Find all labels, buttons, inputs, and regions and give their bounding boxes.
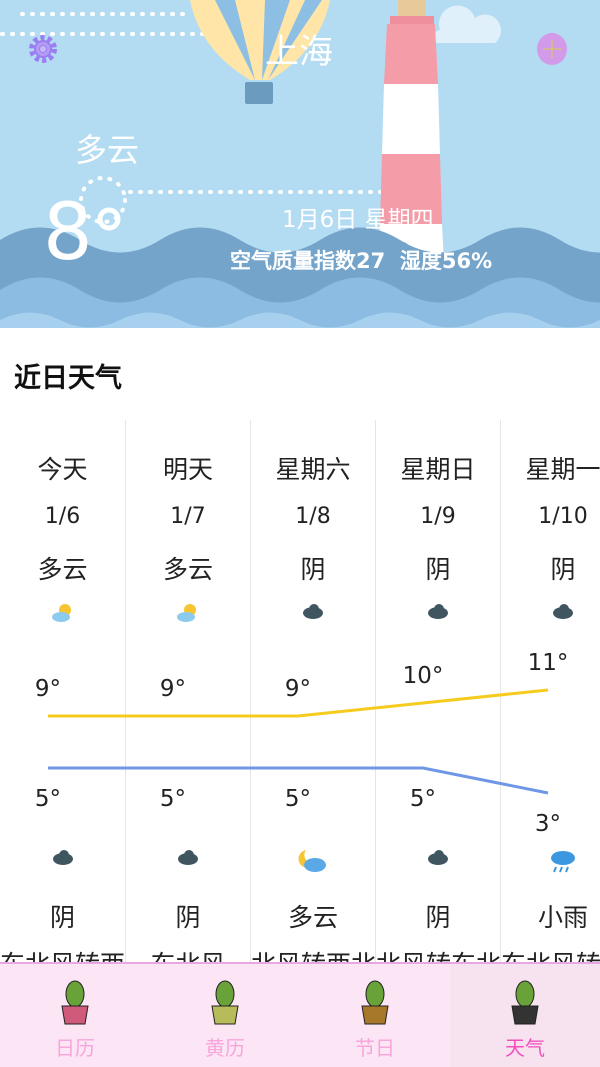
section-title: 近日天气 (14, 363, 122, 394)
current-temperature: 8 (43, 188, 93, 278)
cactus-icon (61, 980, 89, 1025)
day-name: 星期一 (525, 455, 600, 484)
wind: 北风转西北 (251, 950, 375, 965)
low-temp-label: 5° (160, 786, 186, 812)
nav-item-3[interactable]: 天气 (450, 964, 600, 1067)
add-city-button[interactable] (535, 32, 569, 70)
plus-icon (537, 33, 567, 65)
day-date: 1/7 (170, 504, 206, 529)
wind: 东北风转西 (0, 950, 125, 965)
high-temp-label: 11° (528, 650, 569, 676)
day-name: 星期日 (400, 455, 476, 484)
weather-header: 上海 多云 8 1月6日 星期四 空气质量指数27 湿度56% (0, 0, 600, 328)
nav-label: 节日 (355, 1036, 395, 1060)
day-weather: 阴 (425, 555, 451, 584)
nav-label: 日历 (55, 1036, 95, 1060)
partly-cloudy-icon (175, 602, 201, 629)
header-illustration (0, 0, 600, 328)
low-temp-label: 3° (535, 811, 561, 837)
cloud-icon (51, 848, 75, 871)
air-quality-humidity: 空气质量指数27 湿度56% (230, 249, 493, 273)
cactus-icon (511, 980, 539, 1025)
day-name: 明天 (162, 455, 213, 484)
forecast-list[interactable]: 今天 1/6 多云 阴 东北风转西 明天 1/7 多云 阴 东北风 星期六 1/8 … (0, 420, 600, 965)
forecast-day[interactable]: 今天 1/6 多云 阴 东北风转西 (0, 420, 125, 965)
forecast-day[interactable]: 星期一 1/10 阴 小雨 东北风转西 (500, 420, 600, 965)
night-weather: 阴 (175, 903, 201, 932)
day-date: 1/10 (538, 504, 588, 529)
wind: 东北风转西 (501, 950, 600, 965)
day-weather: 多云 (37, 555, 88, 584)
day-date: 1/9 (420, 504, 456, 529)
nav-item-1[interactable]: 黄历 (150, 964, 300, 1067)
gear-icon (29, 35, 57, 63)
cactus-icon (361, 980, 389, 1025)
high-temp-label: 9° (285, 676, 311, 702)
high-temp-label: 10° (403, 663, 444, 689)
city-name[interactable]: 上海 (265, 32, 333, 72)
moon-cloud-icon (298, 848, 328, 879)
low-temp-label: 5° (285, 786, 311, 812)
day-name: 星期六 (275, 455, 351, 484)
forecast-day[interactable]: 明天 1/7 多云 阴 东北风 (125, 420, 250, 965)
current-condition: 多云 (75, 131, 140, 169)
nav-item-0[interactable]: 日历 (0, 964, 150, 1067)
cloud-icon (426, 848, 450, 871)
low-temp-label: 5° (35, 786, 61, 812)
bottom-nav: 日历 黄历 节日 天气 (0, 962, 600, 1067)
forecast-day[interactable]: 星期六 1/8 阴 多云 北风转西北 (250, 420, 375, 965)
cloud-icon (176, 848, 200, 871)
cloud-icon (551, 602, 575, 625)
day-date: 1/8 (295, 504, 331, 529)
high-temp-label: 9° (160, 676, 186, 702)
day-weather: 阴 (300, 555, 326, 584)
day-date: 1/6 (44, 504, 81, 529)
nav-label: 黄历 (205, 1036, 245, 1060)
wind: 东北风 (150, 950, 226, 965)
high-temp-label: 9° (35, 676, 61, 702)
high-temp-line (48, 688, 549, 718)
nav-item-2[interactable]: 节日 (300, 964, 450, 1067)
day-weather: 阴 (550, 555, 576, 584)
degree-icon (97, 207, 121, 231)
cloud-icon (426, 602, 450, 625)
nav-label: 天气 (505, 1036, 545, 1060)
partly-cloudy-icon (50, 602, 76, 629)
low-temp-label: 5° (410, 786, 436, 812)
night-weather: 多云 (287, 903, 338, 932)
day-weather: 多云 (162, 555, 213, 584)
current-date: 1月6日 星期四 (282, 207, 434, 233)
night-weather: 小雨 (537, 903, 588, 932)
night-weather: 阴 (49, 903, 75, 932)
day-name: 今天 (37, 455, 88, 484)
settings-button[interactable] (27, 33, 59, 69)
low-temp-line (48, 766, 549, 795)
night-weather: 阴 (425, 903, 451, 932)
temperature-chart: 9° 9° 9° 10° 11° 5° 5° 5° 5° 3° (35, 650, 569, 837)
rain-icon (548, 848, 578, 881)
cloud-icon (301, 602, 325, 625)
cactus-icon (211, 980, 239, 1025)
wind: 北风转东北 (376, 950, 500, 965)
forecast-day[interactable]: 星期日 1/9 阴 阴 北风转东北 (375, 420, 500, 965)
